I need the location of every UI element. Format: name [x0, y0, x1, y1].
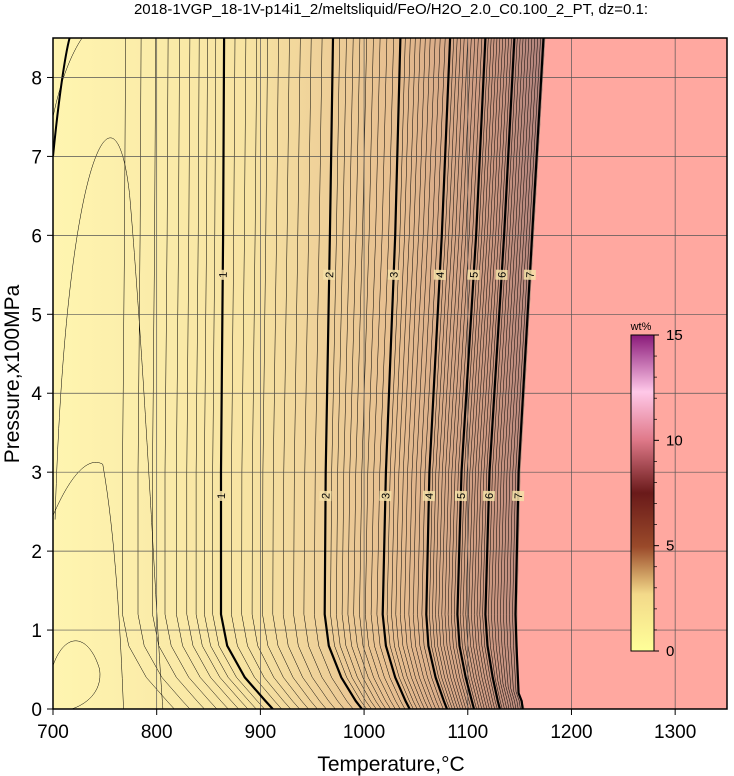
x-tick-label: 800: [141, 722, 173, 743]
contour-label-group: 2: [319, 490, 333, 502]
contour-label: 4: [435, 272, 447, 279]
minor-contour: [53, 640, 101, 709]
x-tick-label: 1200: [550, 722, 592, 743]
x-tick-label: 900: [245, 722, 277, 743]
contour-label-bg: [482, 490, 496, 502]
contour-label-bg: [323, 269, 336, 281]
contour-label: 2: [320, 493, 332, 500]
colorbar-gradient: [630, 334, 655, 652]
contour-label-bg: [422, 490, 436, 502]
y-tick-label: 7: [31, 147, 42, 168]
y-tick-label: 4: [31, 384, 42, 405]
minor-contour: [53, 38, 83, 117]
contour-label: 5: [456, 493, 468, 500]
y-tick-label: 1: [31, 621, 42, 642]
contour-label-bg: [379, 490, 392, 502]
contour-label-group: 5: [467, 269, 481, 281]
contour-label-bg: [214, 490, 228, 502]
contour-label-bg: [433, 269, 446, 281]
x-axis-title: Temperature,°C: [317, 753, 464, 776]
plot-frame: [52, 37, 728, 710]
contour-label-group: 3: [379, 490, 392, 502]
major-contours: 1 1 2 2 3 3 4 4 5 5 6 6 7 7: [214, 38, 545, 709]
contour-label-group: 5: [454, 490, 468, 502]
contour-label-bg: [467, 269, 480, 281]
colorbar-tick-label: 0: [666, 643, 674, 660]
contour-label-group: 4: [433, 269, 447, 281]
contour-label-group: 6: [495, 269, 509, 281]
grid-lines: [53, 38, 727, 709]
contour-label-bg: [387, 269, 400, 281]
saturated-region: [517, 38, 727, 709]
colorbar-tick-label: 10: [666, 432, 683, 449]
contour-label: 4: [424, 493, 436, 500]
x-axis: 700 800 900 1000 1100 1200 1300: [37, 709, 696, 743]
colorbar-tick-label: 15: [666, 327, 683, 344]
x-tick-label: 1300: [654, 722, 696, 743]
contour-label: 7: [513, 493, 525, 500]
minor-contour: [53, 462, 124, 709]
contour-label-bg: [454, 490, 468, 502]
contour-label: 6: [484, 493, 496, 500]
contour-label-group: 7: [511, 490, 525, 502]
contour-label-bg: [319, 490, 332, 502]
edge-contour: [53, 38, 71, 157]
contour-label: 1: [216, 493, 228, 500]
contour-label-group: 7: [523, 269, 537, 281]
contour-label: 2: [324, 272, 336, 279]
contour-label-bg: [495, 269, 508, 281]
plot-area: 1 1 2 2 3 3 4 4 5 5 6 6 7 7: [53, 38, 727, 709]
contour-label-bg: [523, 269, 536, 281]
colorbar-tick-label: 5: [666, 538, 674, 555]
y-tick-label: 3: [31, 463, 42, 484]
y-tick-label: 5: [31, 305, 42, 326]
contour-label: 3: [380, 493, 392, 500]
contour-label-group: 3: [387, 269, 401, 281]
colorbar-ticks: 0 5 10 15: [654, 327, 683, 660]
contour-label: 1: [218, 272, 230, 279]
field-gradient: [53, 38, 546, 709]
y-axis: 0 1 2 3 4 5 6 7 8: [31, 68, 53, 721]
x-tick-label: 1000: [343, 722, 385, 743]
x-tick-label: 700: [37, 722, 69, 743]
contour-label-bg: [216, 269, 229, 281]
minor-contour: [54, 137, 164, 709]
contour-label-group: 6: [482, 490, 496, 502]
contour-label: 6: [496, 272, 508, 279]
contour-label-group: 1: [214, 490, 228, 502]
y-axis-title: Pressure,x100MPa: [1, 284, 24, 463]
contour-label-group: 2: [323, 269, 336, 281]
colorbar-unit: wt%: [630, 321, 652, 333]
y-tick-label: 6: [31, 226, 42, 247]
colorbar: wt% 0 5 10 15: [630, 321, 683, 660]
contour-label: 5: [468, 272, 480, 279]
contour-label: 7: [525, 272, 537, 279]
contour-label-group: 1: [216, 269, 230, 281]
chart-title: 2018-1VGP_18-1V-p14i1_2/meltsliquid/FeO/…: [134, 1, 648, 18]
contour-label: 3: [388, 272, 400, 279]
contour-label-bg: [511, 490, 525, 502]
y-tick-label: 8: [31, 68, 42, 89]
y-tick-label: 2: [31, 542, 42, 563]
x-tick-label: 1100: [447, 722, 488, 743]
y-tick-label: 0: [31, 700, 42, 721]
contour-label-group: 4: [422, 490, 436, 502]
